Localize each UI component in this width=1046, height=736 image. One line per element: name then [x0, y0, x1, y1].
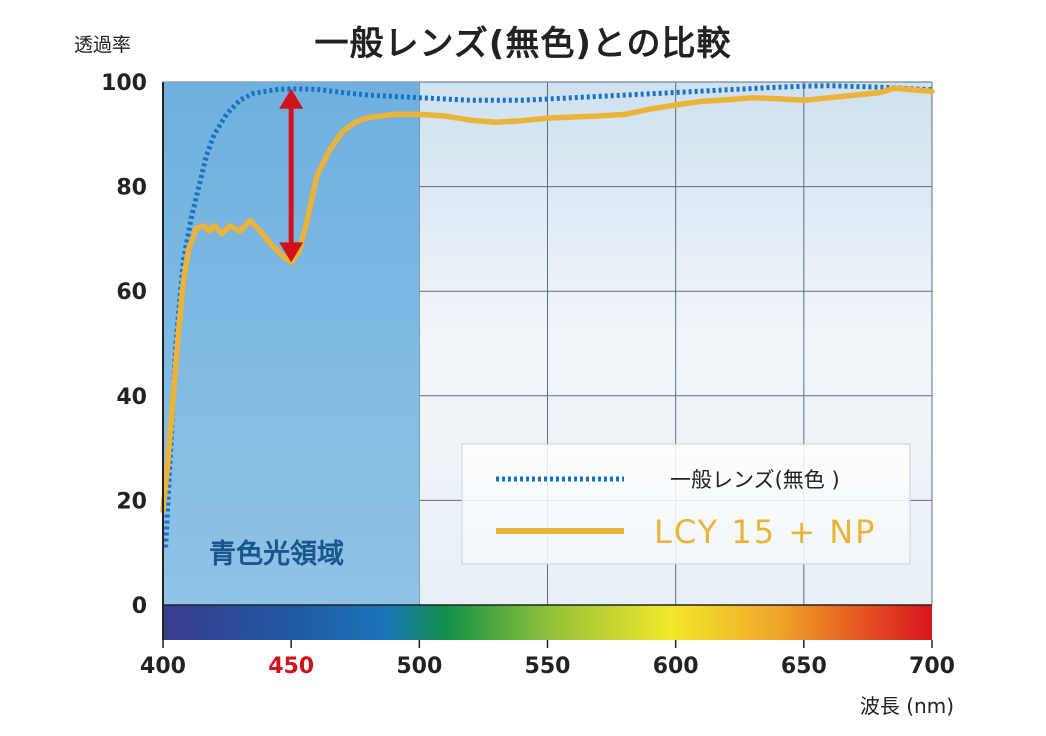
legend-box [461, 443, 911, 565]
y-tick-label: 60 [116, 280, 147, 305]
y-tick-label: 80 [116, 176, 147, 201]
legend: 一般レンズ(無色 ) LCY 15 + NP [461, 443, 911, 565]
y-tick-label: 0 [132, 594, 147, 619]
axes: 0 20 40 60 80 100 400 450 500 550 600 650 700 [101, 71, 955, 679]
series-line-lcy15-np [160, 85, 935, 514]
arrow-head-up [279, 88, 304, 109]
x-tick-label: 700 [909, 654, 955, 679]
x-axis-label: 波長 (nm) [859, 694, 954, 718]
x-tick-label: 500 [396, 654, 442, 679]
arrow-head-down [279, 242, 304, 263]
x-tick-label: 650 [781, 654, 827, 679]
x-tick-label: 600 [653, 654, 699, 679]
series-layer [160, 83, 935, 548]
series-line-standard-lens [163, 83, 933, 548]
y-tick-label: 20 [116, 489, 147, 514]
y-tick-label: 40 [116, 385, 147, 410]
x-tick-label: 450 [268, 654, 314, 679]
chart-title: 一般レンズ(無色)との比較 [314, 24, 732, 64]
x-tick-label: 400 [140, 654, 186, 679]
blue-light-region-label: 青色光領域 [209, 538, 344, 570]
spectrum-bar [163, 605, 932, 640]
y-tick-label: 100 [101, 71, 147, 96]
annotation-layer [279, 88, 304, 263]
legend-label: 一般レンズ(無色 ) [670, 468, 840, 492]
y-axis-label: 透過率 [74, 34, 132, 56]
legend-label: LCY 15 + NP [654, 513, 876, 551]
x-tick-label: 550 [525, 654, 571, 679]
